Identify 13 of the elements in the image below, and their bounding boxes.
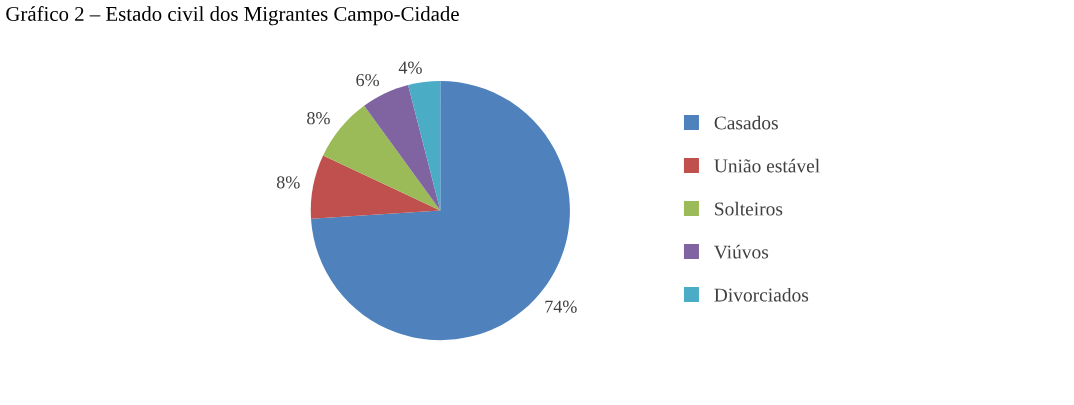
pie-slice bbox=[364, 85, 441, 211]
data-label: 4% bbox=[398, 61, 422, 74]
chart-title: Gráfico 2 – Estado civil dos Migrantes Campo-Cidade bbox=[6, 6, 459, 26]
data-label: 74% bbox=[545, 300, 577, 313]
legend-label: Solteiros bbox=[715, 201, 783, 216]
data-label: 8% bbox=[307, 112, 330, 125]
legend-label: Casados bbox=[714, 115, 778, 130]
legend-label: União estável bbox=[714, 158, 820, 173]
data-label: 8% bbox=[276, 176, 300, 189]
legend-label: Divorciados bbox=[714, 287, 809, 302]
pie-slice bbox=[310, 155, 441, 219]
data-label: 6% bbox=[356, 73, 380, 87]
legend-label: Viúvos bbox=[714, 244, 769, 259]
